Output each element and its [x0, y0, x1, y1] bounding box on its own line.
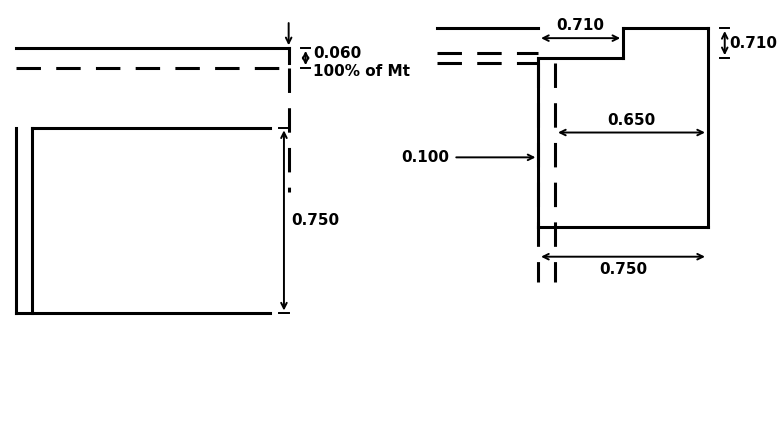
Text: 0.100: 0.100	[401, 150, 448, 165]
Text: 0.750: 0.750	[599, 262, 647, 277]
Text: 0.710: 0.710	[729, 35, 778, 51]
Text: 0.650: 0.650	[608, 113, 656, 127]
Text: 0.710: 0.710	[557, 18, 604, 33]
Text: 100% of Mt: 100% of Mt	[313, 65, 410, 79]
Text: 0.750: 0.750	[292, 213, 339, 228]
Text: 0.060: 0.060	[313, 46, 361, 60]
